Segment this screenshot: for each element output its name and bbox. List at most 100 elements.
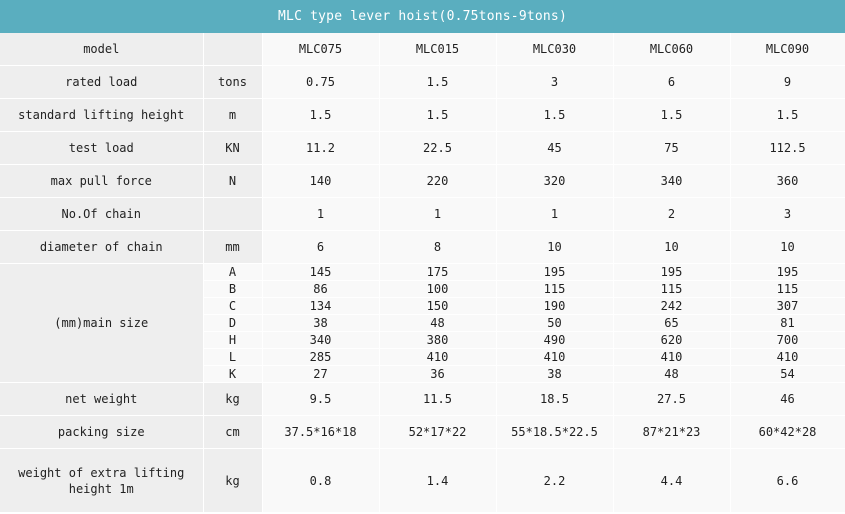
- value-cell: 620: [613, 331, 731, 349]
- value-cell: 195: [613, 263, 731, 281]
- unit-cell: KN: [203, 131, 263, 165]
- value-cell: 38: [262, 314, 380, 332]
- main-size-row: B 86 100 115 115 115: [0, 280, 845, 298]
- value-cell: 6: [262, 230, 380, 264]
- spec-table-body: model MLC075 MLC015 MLC030 MLC060 MLC090 rated…: [0, 33, 845, 513]
- value-cell: 190: [496, 297, 614, 315]
- value-cell: 140: [262, 164, 380, 198]
- table-title: MLC type lever hoist(0.75tons-9tons): [0, 0, 845, 33]
- value-cell: 195: [730, 263, 845, 281]
- value-cell: 1.5: [379, 98, 497, 132]
- main-size-label: (mm)main size: [0, 263, 204, 383]
- row-label: max pull force: [0, 164, 204, 198]
- value-cell: 4.4: [613, 448, 731, 513]
- value-cell: 0.75: [262, 65, 380, 99]
- value-cell: 195: [496, 263, 614, 281]
- header-row: model MLC075 MLC015 MLC030 MLC060 MLC090: [0, 33, 845, 66]
- value-cell: 52*17*22: [379, 415, 497, 449]
- spec-row: diameter of chain mm 6 8 10 10 10: [0, 230, 845, 264]
- unit-cell: N: [203, 164, 263, 198]
- value-cell: 27: [262, 365, 380, 383]
- value-cell: 380: [379, 331, 497, 349]
- value-cell: 3: [496, 65, 614, 99]
- value-cell: 9.5: [262, 382, 380, 416]
- main-size-row: C 134 150 190 242 307: [0, 297, 845, 315]
- value-cell: 1: [262, 197, 380, 231]
- value-cell: 60*42*28: [730, 415, 845, 449]
- row-label: net weight: [0, 382, 204, 416]
- value-cell: 115: [496, 280, 614, 298]
- model-label: model: [0, 33, 204, 66]
- value-cell: 115: [730, 280, 845, 298]
- value-cell: 86: [262, 280, 380, 298]
- value-cell: 1.5: [496, 98, 614, 132]
- row-label: No.Of chain: [0, 197, 204, 231]
- value-cell: 10: [730, 230, 845, 264]
- value-cell: 27.5: [613, 382, 731, 416]
- unit-cell: kg: [203, 382, 263, 416]
- value-cell: 0.8: [262, 448, 380, 513]
- value-cell: 10: [613, 230, 731, 264]
- value-cell: 11.5: [379, 382, 497, 416]
- main-size-row: L 285 410 410 410 410: [0, 348, 845, 366]
- value-cell: 9: [730, 65, 845, 99]
- spec-row: rated load tons 0.75 1.5 3 6 9: [0, 65, 845, 99]
- value-cell: 700: [730, 331, 845, 349]
- main-size-row: H 340 380 490 620 700: [0, 331, 845, 349]
- model-name: MLC075: [262, 33, 380, 66]
- value-cell: 410: [730, 348, 845, 366]
- value-cell: 11.2: [262, 131, 380, 165]
- model-name: MLC090: [730, 33, 845, 66]
- row-label: weight of extra lifting height 1m: [0, 448, 204, 513]
- value-cell: 2: [613, 197, 731, 231]
- value-cell: 18.5: [496, 382, 614, 416]
- unit-cell: mm: [203, 230, 263, 264]
- model-name: MLC060: [613, 33, 731, 66]
- value-cell: 490: [496, 331, 614, 349]
- spec-row: standard lifting height m 1.5 1.5 1.5 1.5 1.5: [0, 98, 845, 132]
- value-cell: 22.5: [379, 131, 497, 165]
- value-cell: 81: [730, 314, 845, 332]
- row-label: diameter of chain: [0, 230, 204, 264]
- value-cell: 410: [613, 348, 731, 366]
- value-cell: 100: [379, 280, 497, 298]
- spec-row: max pull force N 140 220 320 340 360: [0, 164, 845, 198]
- value-cell: 87*21*23: [613, 415, 731, 449]
- value-cell: 3: [730, 197, 845, 231]
- dimension-key: D: [203, 314, 263, 332]
- value-cell: 150: [379, 297, 497, 315]
- model-name: MLC015: [379, 33, 497, 66]
- value-cell: 48: [379, 314, 497, 332]
- main-size-row: K 27 36 38 48 54: [0, 365, 845, 383]
- value-cell: 65: [613, 314, 731, 332]
- value-cell: 112.5: [730, 131, 845, 165]
- value-cell: 37.5*16*18: [262, 415, 380, 449]
- value-cell: 2.2: [496, 448, 614, 513]
- value-cell: 220: [379, 164, 497, 198]
- value-cell: 1.4: [379, 448, 497, 513]
- value-cell: 54: [730, 365, 845, 383]
- value-cell: 38: [496, 365, 614, 383]
- unit-cell: kg: [203, 448, 263, 513]
- value-cell: 175: [379, 263, 497, 281]
- value-cell: 1: [379, 197, 497, 231]
- value-cell: 340: [613, 164, 731, 198]
- unit-cell: [203, 33, 263, 66]
- row-label: rated load: [0, 65, 204, 99]
- value-cell: 320: [496, 164, 614, 198]
- value-cell: 1.5: [262, 98, 380, 132]
- value-cell: 115: [613, 280, 731, 298]
- dimension-key: H: [203, 331, 263, 349]
- spec-row: net weight kg 9.5 11.5 18.5 27.5 46: [0, 382, 845, 416]
- value-cell: 10: [496, 230, 614, 264]
- spec-row: test load KN 11.2 22.5 45 75 112.5: [0, 131, 845, 165]
- value-cell: 1.5: [613, 98, 731, 132]
- value-cell: 134: [262, 297, 380, 315]
- dimension-key: B: [203, 280, 263, 298]
- value-cell: 48: [613, 365, 731, 383]
- row-label: test load: [0, 131, 204, 165]
- value-cell: 6.6: [730, 448, 845, 513]
- value-cell: 46: [730, 382, 845, 416]
- value-cell: 410: [379, 348, 497, 366]
